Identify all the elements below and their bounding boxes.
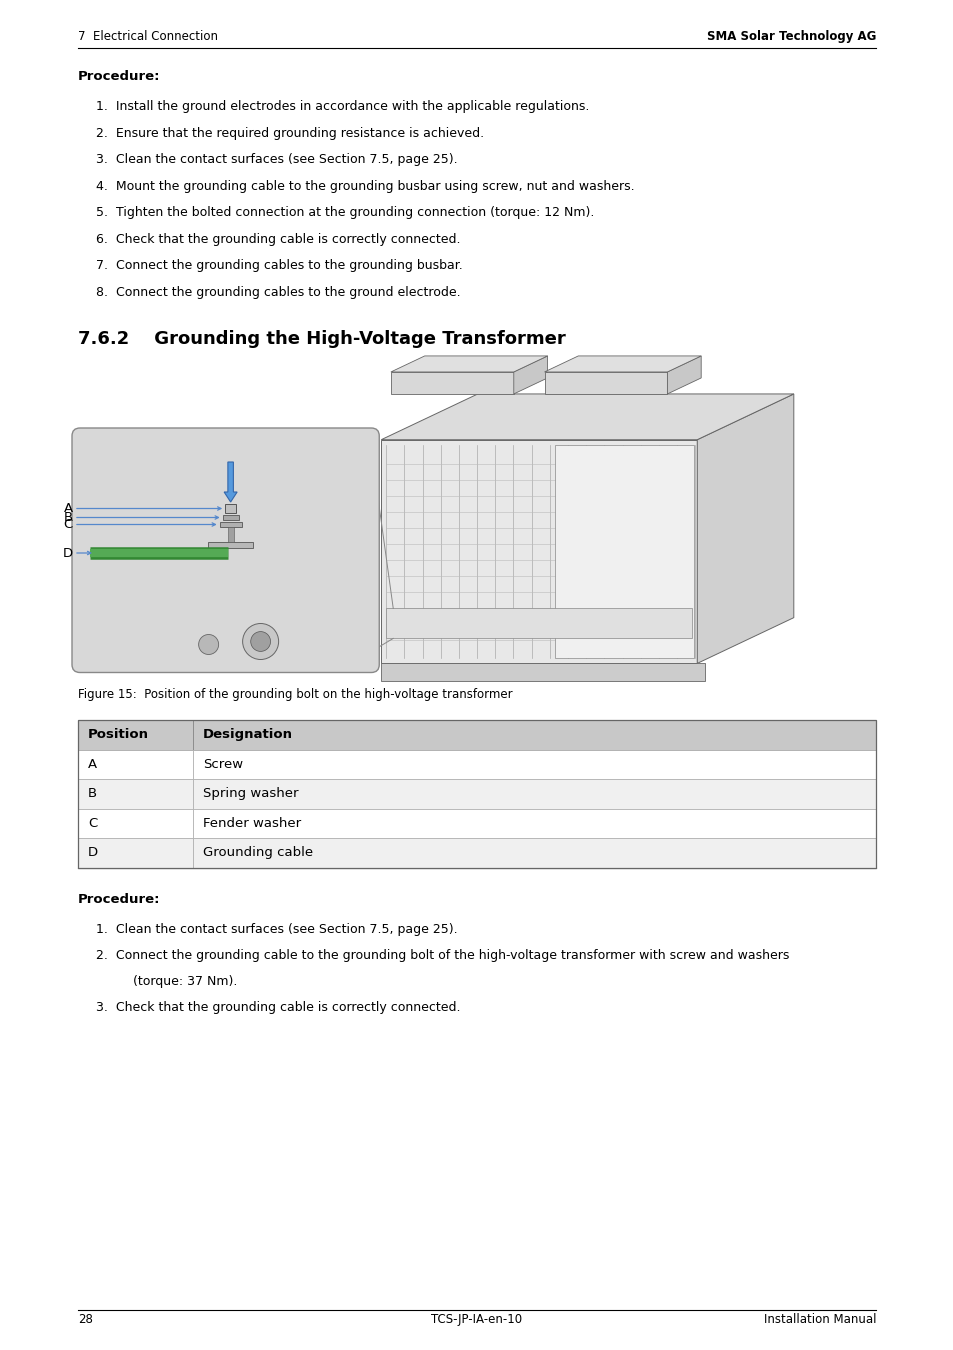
Polygon shape — [381, 394, 793, 440]
Bar — [193, 720, 875, 749]
Text: 1.  Clean the contact surfaces (see Section 7.5, page 25).: 1. Clean the contact surfaces (see Secti… — [96, 922, 457, 936]
Circle shape — [198, 634, 218, 655]
Circle shape — [251, 632, 271, 652]
Text: D: D — [88, 846, 98, 859]
Polygon shape — [381, 440, 697, 663]
Polygon shape — [667, 356, 700, 394]
Bar — [78, 720, 875, 868]
Text: B: B — [88, 787, 97, 801]
Text: A: A — [88, 757, 97, 771]
Text: C: C — [88, 817, 97, 830]
Bar — [386, 609, 692, 639]
Text: Position: Position — [88, 728, 149, 741]
Text: C: C — [64, 518, 73, 531]
Polygon shape — [381, 663, 704, 682]
Text: Fender washer: Fender washer — [203, 817, 301, 830]
FancyBboxPatch shape — [71, 428, 379, 672]
Bar — [78, 720, 193, 749]
Text: Spring washer: Spring washer — [203, 787, 298, 801]
Text: 3.  Clean the contact surfaces (see Section 7.5, page 25).: 3. Clean the contact surfaces (see Secti… — [96, 153, 457, 166]
Polygon shape — [391, 373, 514, 394]
Text: 8.  Connect the grounding cables to the ground electrode.: 8. Connect the grounding cables to the g… — [96, 285, 460, 298]
Text: A: A — [64, 502, 73, 514]
Bar — [78, 749, 193, 779]
Polygon shape — [697, 394, 793, 663]
Text: Installation Manual: Installation Manual — [762, 1314, 875, 1326]
Bar — [78, 809, 193, 838]
Circle shape — [242, 624, 278, 660]
Text: Screw: Screw — [203, 757, 243, 771]
Polygon shape — [391, 356, 547, 373]
Text: D: D — [63, 547, 73, 559]
Bar — [219, 522, 241, 526]
Bar — [228, 526, 233, 541]
Bar — [193, 779, 875, 809]
Text: (torque: 37 Nm).: (torque: 37 Nm). — [112, 975, 237, 987]
Text: B: B — [64, 512, 73, 524]
Bar — [208, 541, 253, 548]
Bar — [225, 504, 236, 513]
Polygon shape — [514, 356, 547, 394]
Bar — [555, 444, 694, 659]
FancyArrow shape — [224, 462, 237, 502]
Text: Procedure:: Procedure: — [78, 892, 160, 906]
Text: 5.  Tighten the bolted connection at the grounding connection (torque: 12 Nm).: 5. Tighten the bolted connection at the … — [96, 207, 594, 219]
Text: Procedure:: Procedure: — [78, 70, 160, 82]
Text: 3.  Check that the grounding cable is correctly connected.: 3. Check that the grounding cable is cor… — [96, 1000, 460, 1014]
Text: 7.  Connect the grounding cables to the grounding busbar.: 7. Connect the grounding cables to the g… — [96, 259, 462, 271]
Polygon shape — [544, 356, 700, 373]
Bar — [78, 779, 193, 809]
Text: 7  Electrical Connection: 7 Electrical Connection — [78, 30, 218, 43]
Text: Figure 15:  Position of the grounding bolt on the high-voltage transformer: Figure 15: Position of the grounding bol… — [78, 688, 512, 701]
Text: SMA Solar Technology AG: SMA Solar Technology AG — [706, 30, 875, 43]
Text: 1.  Install the ground electrodes in accordance with the applicable regulations.: 1. Install the ground electrodes in acco… — [96, 100, 589, 113]
Text: 7.6.2    Grounding the High-Voltage Transformer: 7.6.2 Grounding the High-Voltage Transfo… — [78, 329, 565, 348]
Text: 28: 28 — [78, 1314, 92, 1326]
Text: TCS-JP-IA-en-10: TCS-JP-IA-en-10 — [431, 1314, 522, 1326]
Text: 6.  Check that the grounding cable is correctly connected.: 6. Check that the grounding cable is cor… — [96, 232, 460, 246]
Text: Designation: Designation — [203, 728, 293, 741]
Bar — [78, 838, 193, 868]
Text: 4.  Mount the grounding cable to the grounding busbar using screw, nut and washe: 4. Mount the grounding cable to the grou… — [96, 180, 634, 193]
Bar — [222, 514, 238, 520]
Bar — [193, 749, 875, 779]
Text: 2.  Connect the grounding cable to the grounding bolt of the high-voltage transf: 2. Connect the grounding cable to the gr… — [96, 949, 788, 961]
Bar — [193, 809, 875, 838]
Polygon shape — [544, 373, 667, 394]
Text: Grounding cable: Grounding cable — [203, 846, 313, 859]
Text: 2.  Ensure that the required grounding resistance is achieved.: 2. Ensure that the required grounding re… — [96, 127, 483, 139]
Bar — [193, 838, 875, 868]
